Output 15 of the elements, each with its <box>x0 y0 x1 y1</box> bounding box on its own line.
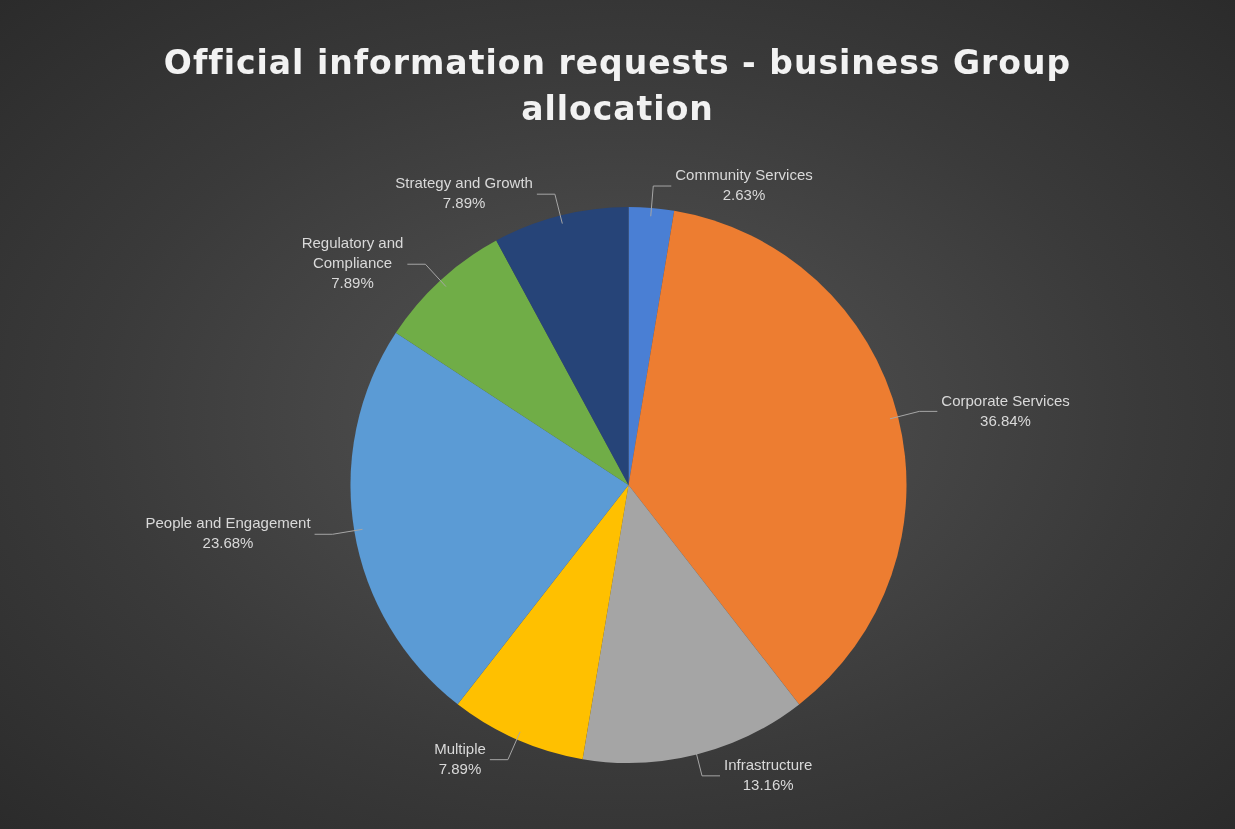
chart-title: Official information requests - business Group allocation <box>162 42 1073 130</box>
slice-label: Strategy and Growth <box>395 174 533 192</box>
slice-label: Multiple <box>434 739 486 757</box>
slice-label: Community Services <box>675 166 813 184</box>
data-label: 7.89% <box>442 194 486 212</box>
data-label: 2.63% <box>722 186 766 204</box>
data-label: 23.68% <box>202 534 254 552</box>
data-label: 13.16% <box>742 775 794 793</box>
slice-label: Infrastructure <box>724 755 813 773</box>
slice-label: Corporate Services <box>941 391 1070 409</box>
slice-label: Regulatory and Compliance <box>301 234 404 272</box>
data-label: 7.89% <box>331 274 374 292</box>
slice-label: People and Engagement <box>145 514 312 532</box>
data-label: 7.89% <box>438 759 482 777</box>
data-label: 36.84% <box>980 411 1031 429</box>
